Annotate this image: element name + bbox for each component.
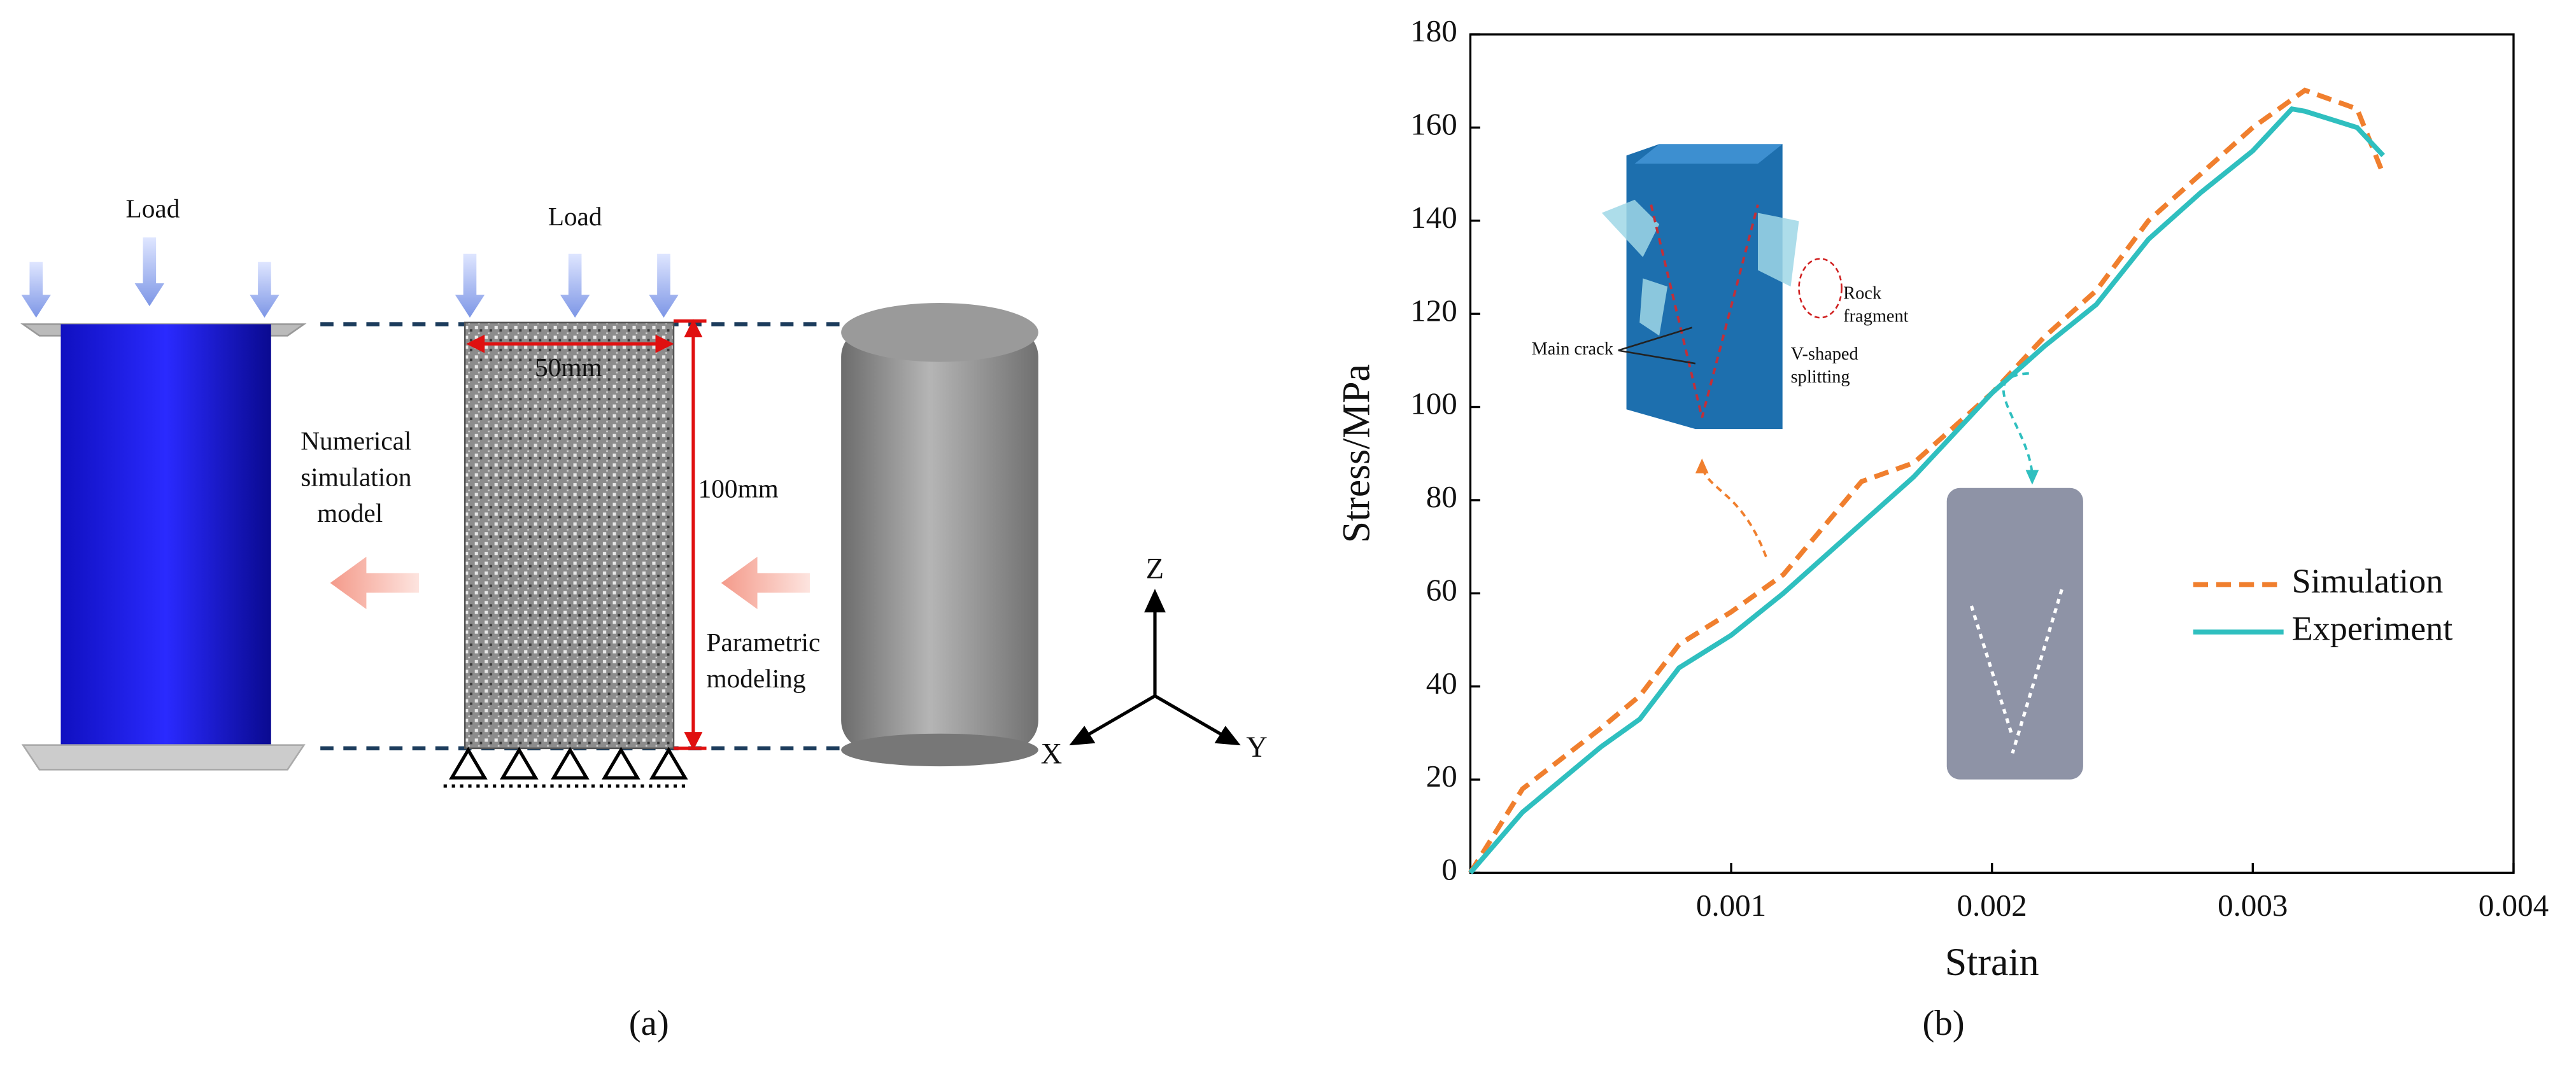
- annotation-pointer: [1618, 326, 1696, 365]
- parametric-label: Parametric: [707, 628, 821, 657]
- callout-arrow: [1701, 466, 1767, 558]
- panel-a: Load Load 50mm 100mm Numerical simulatio…: [20, 193, 1268, 1043]
- axis-x: X: [1041, 738, 1063, 770]
- simulation-inset-top: [1634, 144, 1783, 164]
- annotation: splitting: [1791, 367, 1850, 387]
- annotation: V-shaped: [1791, 344, 1858, 364]
- load-label: Load: [548, 202, 602, 231]
- y-tick-label: 0: [1441, 852, 1457, 887]
- y-tick-label: 80: [1426, 479, 1457, 514]
- annotation: fragment: [1843, 307, 1909, 326]
- supports: [443, 747, 690, 788]
- rock-sample: [841, 327, 1038, 750]
- panel-b: Rock fragment Main crack V-shaped splitt…: [1335, 13, 2549, 1043]
- axis-z: Z: [1146, 553, 1164, 586]
- fragment-circle: [1798, 258, 1843, 319]
- x-axis-label: Strain: [1945, 941, 2039, 984]
- y-tick-label: 40: [1426, 666, 1457, 701]
- rock-bottom: [841, 733, 1038, 767]
- load-arrows-left: [21, 237, 679, 318]
- coordinate-axes: [1069, 589, 1241, 746]
- x-tick-label: 0.003: [2218, 888, 2288, 923]
- y-tick-label: 160: [1410, 107, 1457, 142]
- numerical-cylinder: [60, 324, 271, 757]
- fragments: [1601, 199, 1799, 336]
- series-line: [1468, 106, 2385, 874]
- rock-top: [841, 302, 1038, 362]
- numerical-label: Numerical: [301, 426, 411, 456]
- load-label: Load: [126, 193, 180, 223]
- parametric-model: [464, 321, 675, 750]
- dimension-lines: [466, 319, 707, 751]
- panel-label: (b): [1922, 1003, 1964, 1043]
- callout-arrow: [2002, 372, 2034, 475]
- y-tick-label: 120: [1410, 293, 1457, 328]
- y-tick-label: 60: [1426, 573, 1457, 608]
- height-dimension: 100mm: [698, 473, 779, 503]
- x-tick-label: 0.004: [2479, 888, 2549, 923]
- y-tick-label: 140: [1410, 200, 1457, 235]
- series-line: [1468, 87, 2386, 874]
- width-dimension: 50mm: [535, 353, 602, 382]
- numerical-label: model: [317, 498, 383, 528]
- panel-label: (a): [629, 1003, 669, 1043]
- legend-label: Experiment: [2292, 610, 2453, 648]
- x-tick-label: 0.001: [1696, 888, 1766, 923]
- crack-line: [1969, 605, 2014, 738]
- legend-label: Simulation: [2292, 562, 2444, 600]
- numerical-label: simulation: [301, 462, 411, 491]
- y-tick-label: 100: [1410, 386, 1457, 421]
- bottom-plate: [21, 744, 306, 771]
- parametric-label: modeling: [707, 664, 806, 693]
- y-axis-label: Stress/MPa: [1335, 364, 1378, 543]
- annotation: Rock: [1843, 284, 1882, 304]
- x-tick-label: 0.002: [1957, 888, 2027, 923]
- v-crack: [1650, 204, 1759, 418]
- axis-y: Y: [1246, 731, 1268, 764]
- y-tick-label: 20: [1426, 759, 1457, 794]
- callout-arrowhead: [1695, 458, 1709, 473]
- experiment-inset: [1946, 487, 2083, 780]
- y-tick-label: 180: [1410, 13, 1457, 48]
- annotation: Main crack: [1532, 339, 1614, 359]
- callout-arrowhead: [2025, 470, 2039, 485]
- process-arrows: [330, 556, 810, 610]
